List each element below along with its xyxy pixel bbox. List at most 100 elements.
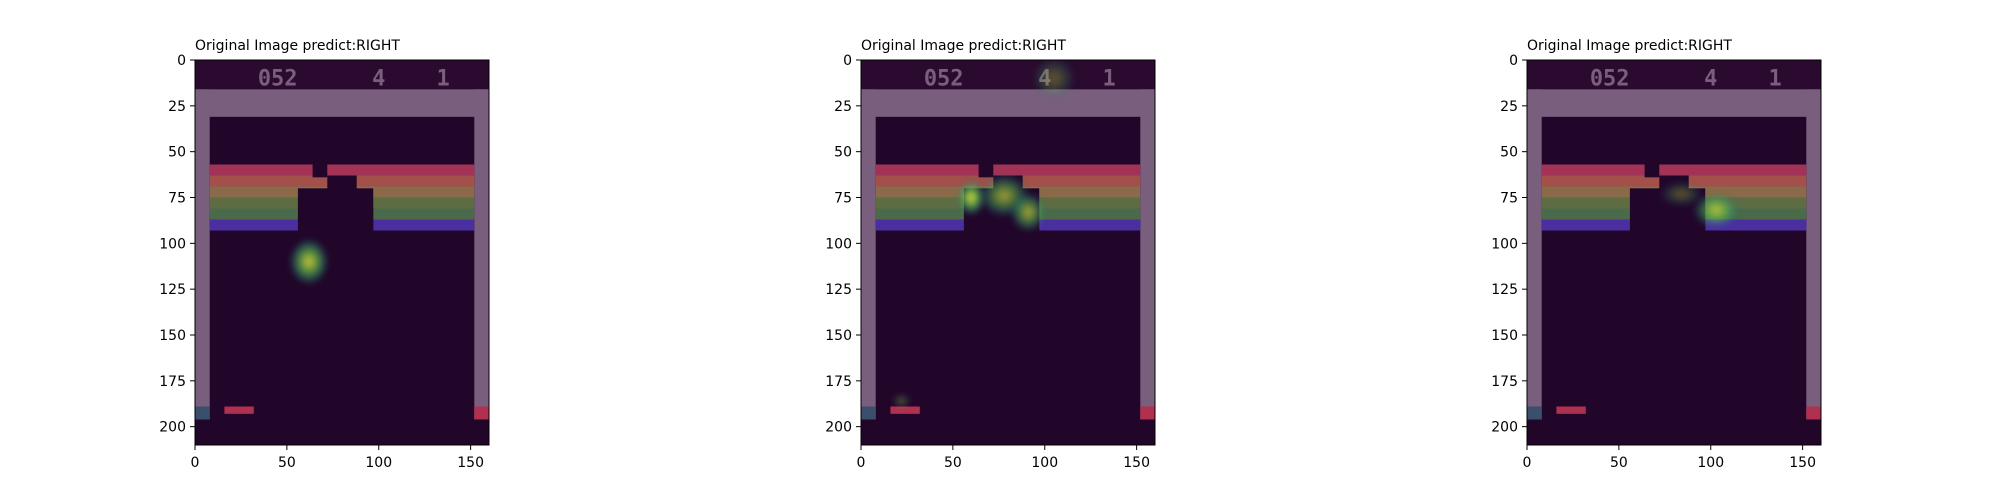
x-tick-label: 50	[944, 455, 962, 471]
y-tick-label: 175	[159, 374, 186, 390]
y-tick-label: 125	[825, 282, 852, 298]
left-wall	[195, 89, 210, 420]
panel-title: Original Image predict:RIGHT	[195, 38, 400, 54]
y-tick-label: 0	[1509, 53, 1518, 69]
brick-row	[1541, 164, 1807, 176]
paddle	[890, 406, 920, 414]
top-wall	[195, 89, 489, 117]
hud-strip	[195, 60, 489, 90]
saliency-blob	[956, 179, 986, 216]
y-tick-label: 50	[168, 145, 186, 161]
panel-title: Original Image predict:RIGHT	[1527, 38, 1732, 54]
hud-digit: 1	[436, 67, 449, 92]
heatmap-plot-2: 052 4 1 0 50 100 150 0 25 50 75 100 125 150 175 200	[825, 53, 1156, 471]
x-tick-label: 50	[1610, 455, 1628, 471]
game-background	[861, 60, 1155, 445]
axes-frame	[860, 59, 1156, 446]
x-tick-label: 0	[191, 455, 200, 471]
saliency-blob	[1659, 181, 1704, 207]
y-tick-label: 125	[1491, 282, 1518, 298]
figure-panel-3: Original Image predict:RIGHT 052 4 1 0 50 100…	[1332, 0, 1822, 500]
paddle	[1556, 406, 1586, 414]
y-tick-label: 0	[843, 53, 852, 69]
figure-panel-2: Original Image predict:RIGHT 052 4 1 0 50 100…	[666, 0, 1156, 500]
y-tick-label: 50	[1500, 145, 1518, 161]
y-tick-label: 75	[1500, 191, 1518, 207]
y-tick-label: 75	[168, 191, 186, 207]
y-tick-label: 150	[825, 328, 852, 344]
game-frame: 052 4 1	[195, 60, 489, 445]
x-tick-label: 150	[457, 455, 484, 471]
axes-frame	[1526, 59, 1822, 446]
brick-hole	[978, 164, 994, 178]
y-tick-label: 150	[1491, 328, 1518, 344]
y-tick-label: 25	[1500, 99, 1518, 115]
x-tick-label: 0	[857, 455, 866, 471]
heatmap-plot-3: 052 4 1 0 50 100 150 0 25 50 75 100 125 150 175 200	[1491, 53, 1822, 471]
saliency-blob	[1031, 60, 1076, 101]
right-wall-marker	[1806, 406, 1821, 420]
y-tick-label: 75	[834, 191, 852, 207]
top-wall	[1527, 89, 1821, 117]
y-tick-label: 0	[177, 53, 186, 69]
x-tick-label: 150	[1789, 455, 1816, 471]
x-tick-label: 100	[1031, 455, 1058, 471]
hud-digit: 052	[1590, 67, 1630, 92]
x-tick-label: 50	[278, 455, 296, 471]
left-wall	[1527, 89, 1542, 420]
y-tick-label: 125	[159, 282, 186, 298]
hud-digit: 1	[1768, 67, 1781, 92]
brick-row	[209, 164, 475, 176]
brick-hole	[327, 175, 357, 191]
game-frame: 052 4 1	[1527, 60, 1821, 445]
top-wall	[861, 89, 1155, 117]
y-tick-label: 200	[825, 420, 852, 436]
y-tick-label: 150	[159, 328, 186, 344]
saliency-blob	[1009, 192, 1047, 233]
brick-hole	[342, 206, 374, 233]
hud-digit: 4	[1704, 67, 1717, 92]
x-tick-label: 150	[1123, 455, 1150, 471]
figure-panel-1: Original Image predict:RIGHT 052 4 1 0 50 100…	[0, 0, 490, 500]
game-background	[195, 60, 489, 445]
right-wall	[474, 89, 489, 420]
left-wall-marker	[1527, 406, 1542, 420]
y-tick-label: 25	[834, 99, 852, 115]
x-tick-label: 100	[365, 455, 392, 471]
hud-digit: 1	[1102, 67, 1115, 92]
x-tick-label: 100	[1697, 455, 1724, 471]
saliency-blob	[288, 237, 330, 286]
hud-digit: 052	[924, 67, 964, 92]
saliency-blob	[892, 393, 911, 409]
right-wall	[1140, 89, 1155, 420]
right-wall-marker	[474, 406, 489, 420]
brick-hole	[1644, 164, 1660, 178]
x-tick-label: 0	[1523, 455, 1532, 471]
y-tick-label: 100	[159, 236, 186, 252]
axes-frame	[194, 59, 490, 446]
y-tick-label: 100	[825, 236, 852, 252]
brick-row	[875, 164, 1141, 176]
y-tick-label: 25	[168, 99, 186, 115]
right-wall	[1806, 89, 1821, 420]
right-wall-marker	[1140, 406, 1155, 420]
panel-title: Original Image predict:RIGHT	[861, 38, 1066, 54]
game-background	[1527, 60, 1821, 445]
left-wall	[861, 89, 876, 420]
brick-hole	[312, 164, 328, 178]
y-tick-label: 100	[1491, 236, 1518, 252]
hud-strip	[861, 60, 1155, 90]
left-wall-marker	[195, 406, 210, 420]
y-tick-label: 200	[159, 420, 186, 436]
hud-digit: 4	[372, 67, 385, 92]
y-tick-label: 50	[834, 145, 852, 161]
hud-digit: 052	[258, 67, 298, 92]
y-tick-label: 200	[1491, 420, 1518, 436]
hud-strip	[1527, 60, 1821, 90]
left-wall-marker	[861, 406, 876, 420]
y-tick-label: 175	[1491, 374, 1518, 390]
saliency-blob	[1692, 192, 1741, 229]
y-tick-label: 175	[825, 374, 852, 390]
heatmap-plot-1: 052 4 1 0 50 100 150 0 25 50 75 100 125 150 175 200	[159, 53, 490, 471]
game-frame: 052 4 1	[861, 60, 1155, 445]
